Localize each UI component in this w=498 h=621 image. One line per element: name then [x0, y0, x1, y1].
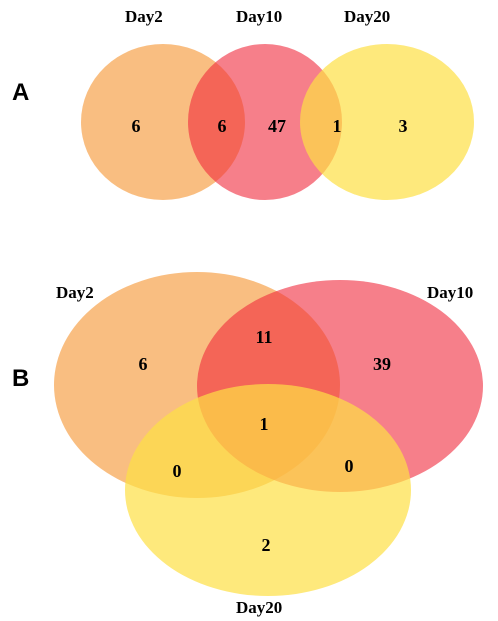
panel-b-label: B [12, 365, 29, 392]
count-day20-only-b: 2 [262, 535, 271, 555]
count-day2-day10-a: 6 [218, 116, 227, 136]
day20-circle-a [300, 44, 474, 200]
count-day10-day20-b: 0 [345, 456, 354, 476]
day20-label-b: Day20 [236, 598, 282, 617]
count-day20-only-a: 3 [399, 116, 408, 136]
count-all-three-b: 1 [260, 414, 269, 434]
count-day10-only-a: 47 [268, 116, 286, 136]
day10-label-a: Day10 [236, 7, 282, 26]
day20-circle-b [125, 384, 411, 596]
count-day10-day20-a: 1 [333, 116, 342, 136]
day2-label-b: Day2 [56, 283, 94, 302]
count-day2-only-a: 6 [132, 116, 141, 136]
panel-a-label: A [12, 79, 29, 106]
day2-label-a: Day2 [125, 7, 163, 26]
count-day10-only-b: 39 [373, 354, 391, 374]
count-day2-only-b: 6 [139, 354, 148, 374]
day10-circle-a [188, 44, 342, 200]
venn-panel-b: B Day2 Day10 Day20 6 11 39 1 0 0 2 [12, 272, 483, 617]
day10-label-b: Day10 [427, 283, 473, 302]
count-day2-day10-b: 11 [255, 327, 272, 347]
day20-label-a: Day20 [344, 7, 390, 26]
count-day2-day20-b: 0 [173, 461, 182, 481]
venn-panel-a: A Day2 Day10 Day20 6 6 47 1 3 [12, 7, 474, 200]
